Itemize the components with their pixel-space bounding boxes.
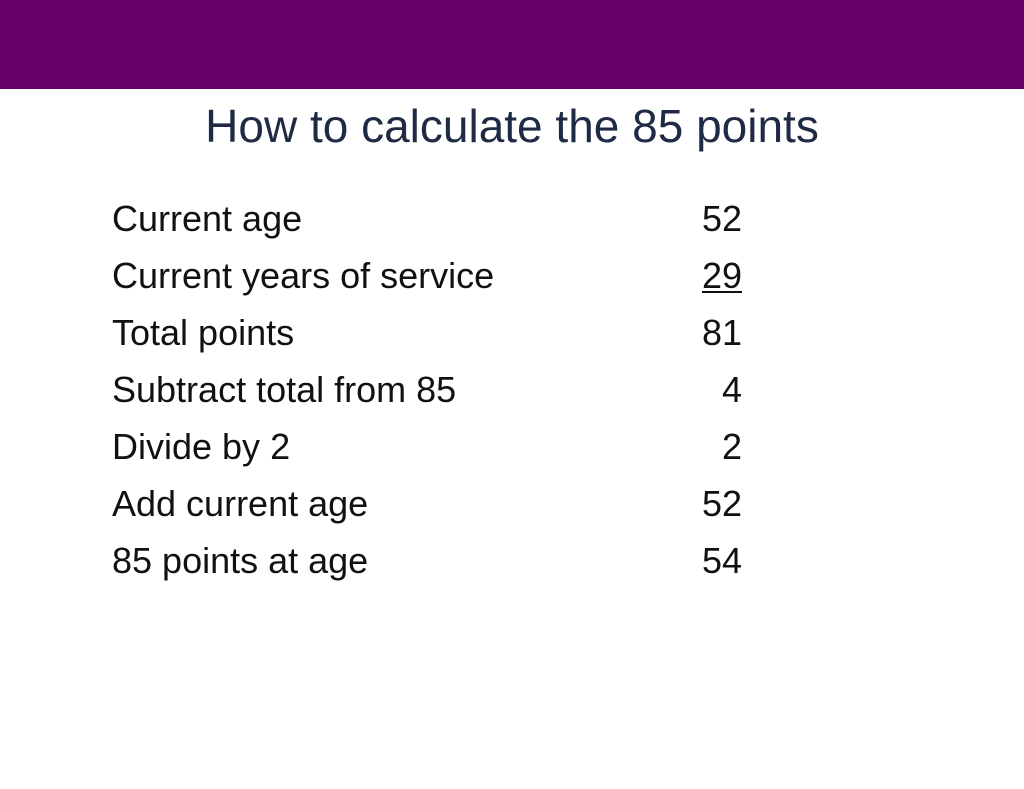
calc-row-divide-by-2: Divide by 2 2 <box>112 418 742 475</box>
calc-label: Add current age <box>112 483 369 524</box>
calc-value: 81 <box>701 312 742 353</box>
header-band <box>0 0 1024 89</box>
calc-label: Divide by 2 <box>112 426 291 467</box>
calc-row-add-current-age: Add current age 52 <box>112 475 742 532</box>
calc-label: Total points <box>112 312 295 353</box>
calc-label: 85 points at age <box>112 540 369 581</box>
calc-value: 52 <box>701 198 742 239</box>
calculation-table: Current age 52 Current years of service … <box>112 190 742 589</box>
calc-row-current-age: Current age 52 <box>112 190 742 247</box>
calc-value: 4 <box>721 369 742 410</box>
calc-row-85-points-at-age: 85 points at age 54 <box>112 532 742 589</box>
calc-label: Current age <box>112 198 303 239</box>
calc-row-years-of-service: Current years of service 29 <box>112 247 742 304</box>
calc-value: 54 <box>701 540 742 581</box>
calc-row-subtract-from-85: Subtract total from 85 4 <box>112 361 742 418</box>
calc-label: Current years of service <box>112 255 495 296</box>
slide-title: How to calculate the 85 points <box>205 100 819 152</box>
calc-row-total-points: Total points 81 <box>112 304 742 361</box>
calc-value: 29 <box>701 255 742 296</box>
calc-value: 2 <box>721 426 742 467</box>
calc-value: 52 <box>701 483 742 524</box>
calc-label: Subtract total from 85 <box>112 369 457 410</box>
